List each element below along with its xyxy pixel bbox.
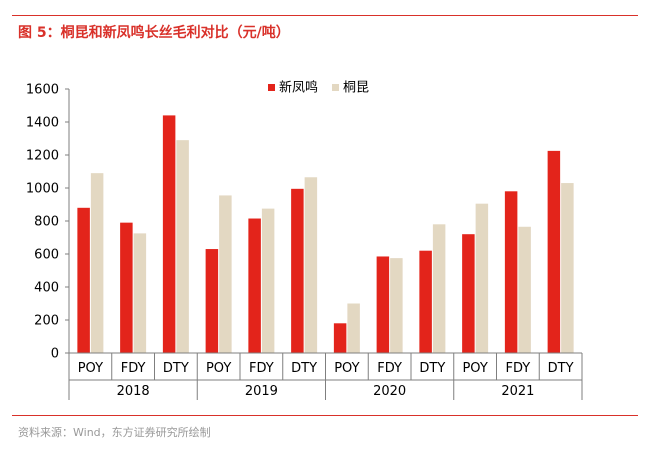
y-tick-label: 1400 xyxy=(26,116,59,131)
legend-swatch-tongkun xyxy=(332,84,339,91)
y-tick-label: 1200 xyxy=(26,149,59,164)
bar-xinfengming xyxy=(162,115,176,354)
bar-xinfengming xyxy=(77,207,90,353)
x-category-label: DTY xyxy=(291,361,317,376)
bar-xinfengming xyxy=(248,218,261,353)
bar-xinfengming xyxy=(547,150,561,353)
bottom-rule xyxy=(12,415,638,416)
x-category-label: FDY xyxy=(121,361,146,376)
bar-tongkun xyxy=(390,258,403,353)
y-tick-label: 1000 xyxy=(26,182,59,197)
y-tick-label: 400 xyxy=(34,281,59,296)
x-group-label: 2018 xyxy=(117,384,150,399)
bar-tongkun xyxy=(432,224,446,353)
x-group-label: 2021 xyxy=(501,384,534,399)
top-rule xyxy=(12,15,638,16)
y-tick-label: 800 xyxy=(34,215,59,230)
bar-tongkun xyxy=(90,173,104,353)
bar-tongkun xyxy=(176,140,189,353)
bar-tongkun xyxy=(561,183,574,353)
x-category-label: POY xyxy=(334,361,359,376)
legend-swatch-xinfengming xyxy=(268,84,275,91)
legend-label-xinfengming: 新凤鸣 xyxy=(279,80,318,96)
x-category-label: DTY xyxy=(419,361,445,376)
bar-xinfengming xyxy=(376,256,390,353)
y-tick-label: 0 xyxy=(51,347,59,362)
bar-tongkun xyxy=(518,226,531,353)
x-category-label: POY xyxy=(78,361,103,376)
y-tick-label: 600 xyxy=(34,248,59,263)
x-category-label: DTY xyxy=(163,361,189,376)
bar-xinfengming xyxy=(291,188,304,353)
x-group-label: 2019 xyxy=(245,384,278,399)
legend-label-tongkun: 桐昆 xyxy=(343,81,369,96)
x-group-label: 2020 xyxy=(373,384,406,399)
x-category-label: FDY xyxy=(506,361,531,376)
bar-xinfengming xyxy=(504,191,518,353)
x-category-label: DTY xyxy=(548,361,574,376)
bar-tongkun xyxy=(347,303,360,353)
bar-xinfengming xyxy=(120,222,133,353)
bar-tongkun xyxy=(219,195,232,353)
bar-xinfengming xyxy=(205,249,219,353)
bar-tongkun xyxy=(304,177,318,353)
source-note: 资料来源：Wind，东方证券研究所绘制 xyxy=(18,426,211,439)
bar-tongkun xyxy=(133,233,147,353)
figure-title: 图 5：桐昆和新凤鸣长丝毛利对比（元/吨） xyxy=(18,25,290,41)
x-category-label: POY xyxy=(206,361,231,376)
bar-xinfengming xyxy=(462,234,475,353)
y-tick-label: 200 xyxy=(34,314,59,329)
bar-xinfengming xyxy=(419,250,432,353)
x-category-label: POY xyxy=(462,361,487,376)
bar-tongkun xyxy=(261,208,275,353)
x-category-label: FDY xyxy=(377,361,402,376)
y-tick-label: 1600 xyxy=(26,83,59,98)
x-category-label: FDY xyxy=(249,361,274,376)
bar-xinfengming xyxy=(333,323,347,353)
bar-tongkun xyxy=(475,203,489,353)
